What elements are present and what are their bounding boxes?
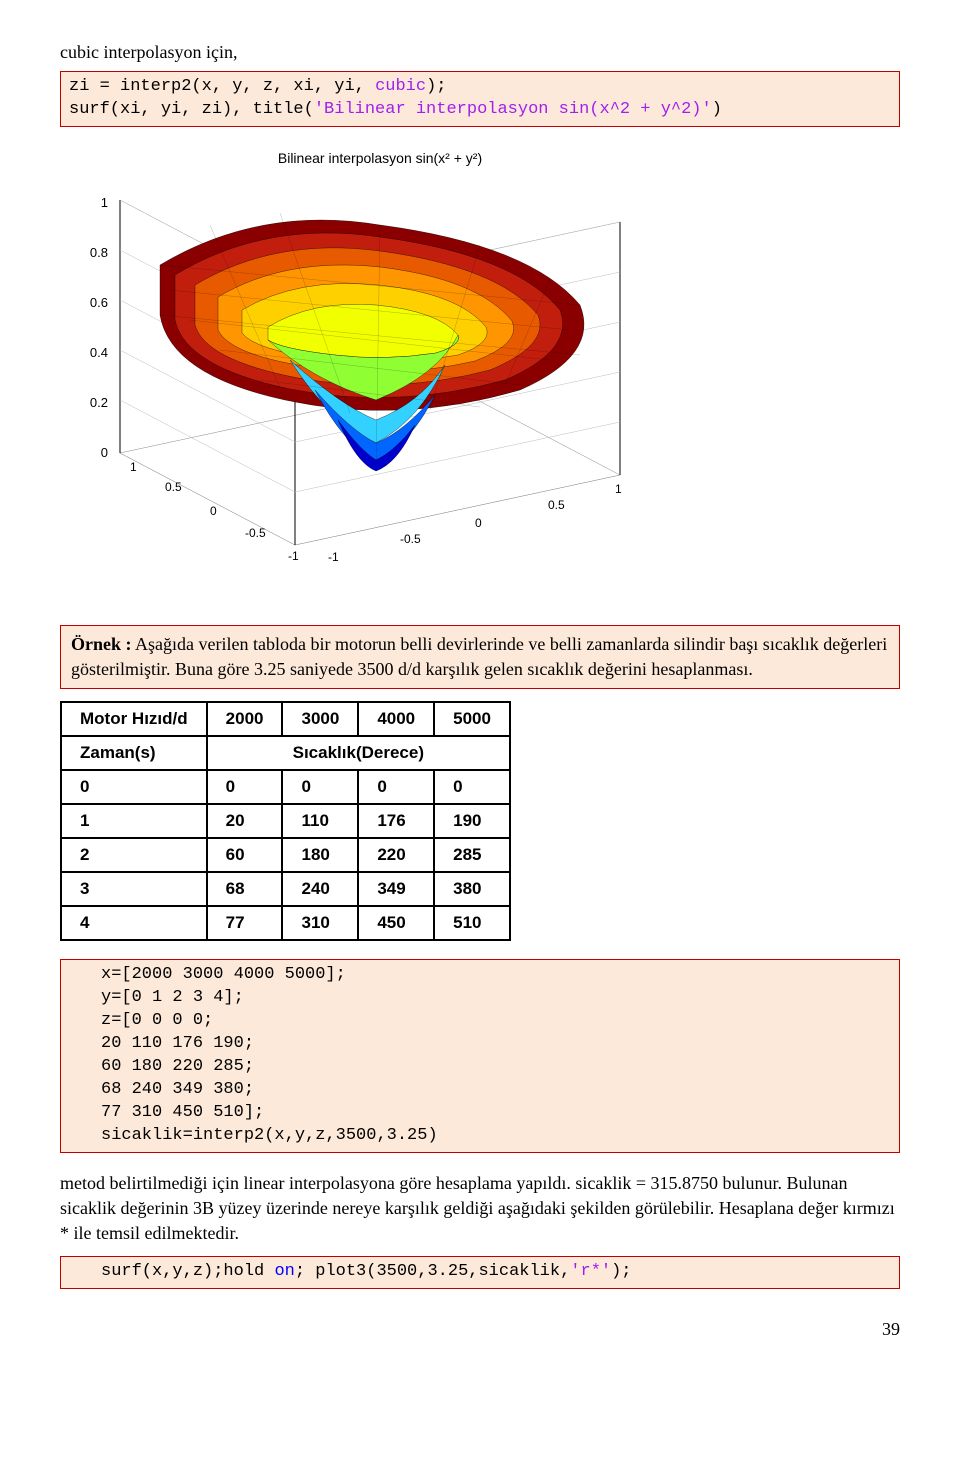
table-subheader: Zaman(s)	[61, 736, 207, 770]
table-cell: 510	[434, 906, 510, 940]
plot-svg: Bilinear interpolasyon sin(x² + y²) 1 0.…	[60, 145, 700, 605]
table-cell: 180	[282, 838, 358, 872]
svg-text:0: 0	[101, 445, 108, 460]
table-header: 2000	[207, 702, 283, 736]
table-cell: 2	[61, 838, 207, 872]
example-box: Örnek : Aşağıda verilen tabloda bir moto…	[60, 625, 900, 689]
table-row: 260180220285	[61, 838, 510, 872]
example-label: Örnek :	[71, 634, 132, 654]
table-cell: 310	[282, 906, 358, 940]
svg-text:0.2: 0.2	[90, 395, 108, 410]
table-cell: 0	[282, 770, 358, 804]
code-line: 20 110 176 190;	[101, 1033, 891, 1056]
svg-text:0: 0	[210, 504, 217, 518]
code-block-3: surf(x,y,z);hold on; plot3(3500,3.25,sic…	[60, 1256, 900, 1289]
code-text: );	[611, 1262, 631, 1281]
code-line: 77 310 450 510];	[101, 1102, 891, 1125]
code-block-1: zi = interp2(x, y, z, xi, yi, cubic); su…	[60, 71, 900, 127]
table-cell: 190	[434, 804, 510, 838]
svg-text:0.6: 0.6	[90, 295, 108, 310]
svg-text:1: 1	[130, 460, 137, 474]
table-cell: 176	[358, 804, 434, 838]
table-header: 3000	[282, 702, 358, 736]
table-cell: 349	[358, 872, 434, 906]
code-text: surf(x,y,z);hold	[101, 1262, 274, 1281]
table-cell: 4	[61, 906, 207, 940]
code-string: 'Bilinear interpolasyon sin(x^2 + y^2)'	[314, 100, 712, 119]
code-text: )	[712, 100, 722, 119]
table-row: 120110176190	[61, 804, 510, 838]
table-cell: 110	[282, 804, 358, 838]
table-row: 477310450510	[61, 906, 510, 940]
svg-text:1: 1	[101, 195, 108, 210]
z-axis-ticks: 1 0.8 0.6 0.4 0.2 0	[90, 195, 108, 460]
svg-text:0.8: 0.8	[90, 245, 108, 260]
plot-title: Bilinear interpolasyon sin(x² + y²)	[278, 150, 482, 166]
svg-text:-1: -1	[328, 550, 339, 564]
code-text: ; plot3(3500,3.25,sicaklik,	[295, 1262, 570, 1281]
table-cell: 1	[61, 804, 207, 838]
table-subheader: Sıcaklık(Derece)	[207, 736, 510, 770]
code-line: z=[0 0 0 0;	[101, 1010, 891, 1033]
table-row: 00000	[61, 770, 510, 804]
data-table: Motor Hızıd/d 2000 3000 4000 5000 Zaman(…	[60, 701, 511, 941]
code-line: 68 240 349 380;	[101, 1079, 891, 1102]
svg-text:0: 0	[475, 516, 482, 530]
result-paragraph: metod belirtilmediği için linear interpo…	[60, 1171, 900, 1247]
table-cell: 68	[207, 872, 283, 906]
surface-plot: Bilinear interpolasyon sin(x² + y²) 1 0.…	[60, 145, 700, 605]
table-cell: 77	[207, 906, 283, 940]
code-text: surf(xi, yi, zi), title(	[69, 100, 314, 119]
table-header: 4000	[358, 702, 434, 736]
table-cell: 60	[207, 838, 283, 872]
svg-text:1: 1	[615, 482, 622, 496]
table-cell: 285	[434, 838, 510, 872]
table-header-row: Motor Hızıd/d 2000 3000 4000 5000	[61, 702, 510, 736]
table-header: 5000	[434, 702, 510, 736]
code-line: sicaklik=interp2(x,y,z,3500,3.25)	[101, 1125, 891, 1148]
svg-text:-0.5: -0.5	[400, 532, 421, 546]
table-cell: 380	[434, 872, 510, 906]
code-line: 60 180 220 285;	[101, 1056, 891, 1079]
code-line: x=[2000 3000 4000 5000];	[101, 964, 891, 987]
table-header: Motor Hızıd/d	[61, 702, 207, 736]
code-string: 'r*'	[570, 1262, 611, 1281]
svg-text:0.4: 0.4	[90, 345, 108, 360]
code-text: );	[426, 77, 446, 96]
code-keyword: on	[274, 1262, 294, 1281]
table-cell: 0	[434, 770, 510, 804]
table-cell: 0	[207, 770, 283, 804]
table-cell: 3	[61, 872, 207, 906]
table-cell: 0	[61, 770, 207, 804]
page-number: 39	[60, 1319, 900, 1340]
svg-text:-1: -1	[288, 549, 299, 563]
svg-text:0.5: 0.5	[165, 480, 182, 494]
code-string: cubic	[375, 77, 426, 96]
code-text: zi = interp2(x, y, z, xi, yi,	[69, 77, 375, 96]
table-cell: 240	[282, 872, 358, 906]
example-text: Aşağıda verilen tabloda bir motorun bell…	[71, 634, 887, 679]
code-line: y=[0 1 2 3 4];	[101, 987, 891, 1010]
table-cell: 220	[358, 838, 434, 872]
table-row: 368240349380	[61, 872, 510, 906]
table-cell: 450	[358, 906, 434, 940]
table-cell: 20	[207, 804, 283, 838]
svg-text:0.5: 0.5	[548, 498, 565, 512]
svg-text:-0.5: -0.5	[245, 526, 266, 540]
table-subheader-row: Zaman(s) Sıcaklık(Derece)	[61, 736, 510, 770]
code-block-2: x=[2000 3000 4000 5000]; y=[0 1 2 3 4]; …	[60, 959, 900, 1153]
intro-text: cubic interpolasyon için,	[60, 42, 900, 63]
table-cell: 0	[358, 770, 434, 804]
